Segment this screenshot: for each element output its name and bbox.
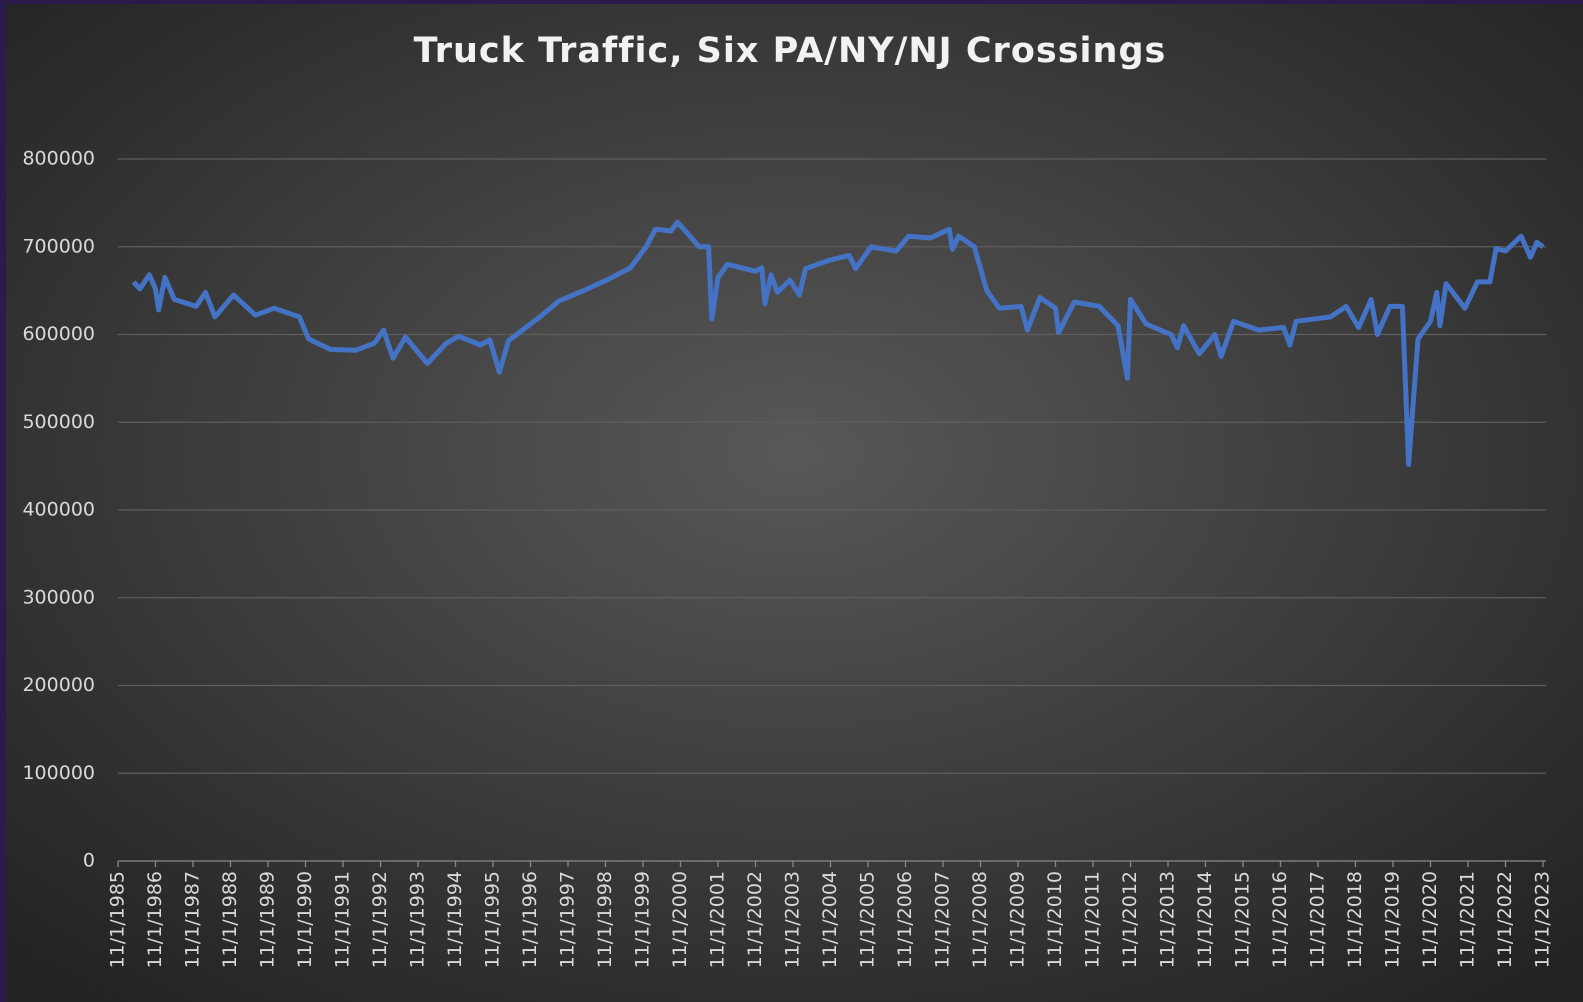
x-tick-label: 11/1/2006 (894, 871, 916, 968)
x-tick-label: 11/1/2017 (1307, 871, 1329, 968)
x-tick-label: 11/1/2015 (1232, 871, 1254, 968)
x-tick-label: 11/1/2001 (707, 871, 729, 968)
y-tick-label: 700000 (22, 235, 95, 257)
x-tick-label: 11/1/1991 (332, 871, 354, 968)
line-series (131, 219, 1545, 467)
x-tick-label: 11/1/1996 (519, 871, 541, 968)
x-tick-label: 11/1/2010 (1044, 871, 1066, 968)
x-tick-label: 11/1/2014 (1194, 871, 1216, 968)
y-tick-label: 0 (83, 850, 95, 872)
x-tick-label: 11/1/1993 (407, 871, 429, 968)
chart-title: Truck Traffic, Six PA/NY/NJ Crossings (414, 31, 1167, 71)
x-tick-label: 11/1/2012 (1119, 871, 1141, 968)
y-tick-label: 300000 (22, 586, 95, 608)
chart-background (6, 4, 1583, 1002)
y-tick-label: 500000 (22, 411, 95, 433)
x-tick-label: 11/1/2003 (782, 871, 804, 968)
x-tick-label: 11/1/1988 (219, 871, 241, 968)
x-tick-label: 11/1/2004 (819, 871, 841, 968)
x-tick-label: 11/1/2016 (1269, 871, 1291, 968)
y-tick-label: 200000 (22, 674, 95, 696)
x-tick-label: 11/1/1995 (482, 871, 504, 968)
x-tick-label: 11/1/2018 (1344, 871, 1366, 968)
x-tick-label: 11/1/2005 (857, 871, 879, 968)
x-tick-label: 11/1/2023 (1532, 871, 1554, 968)
x-tick-label: 11/1/2011 (1082, 871, 1104, 968)
y-tick-label: 800000 (22, 148, 95, 170)
y-tick-label: 400000 (22, 499, 95, 521)
x-tick-label: 11/1/2013 (1157, 871, 1179, 968)
x-tick-label: 11/1/1998 (594, 871, 616, 968)
x-tick-label: 11/1/2009 (1007, 871, 1029, 968)
x-tick-label: 11/1/1999 (632, 871, 654, 968)
x-tick-label: 11/1/1987 (182, 871, 204, 968)
x-tick-label: 11/1/2022 (1494, 871, 1516, 968)
x-tick-label: 11/1/2002 (744, 871, 766, 968)
x-tick-label: 11/1/2008 (969, 871, 991, 968)
x-tick-label: 11/1/1997 (557, 871, 579, 968)
x-tick-label: 11/1/1985 (107, 871, 129, 968)
x-tick-label: 11/1/2020 (1419, 871, 1441, 968)
x-tick-label: 11/1/1992 (369, 871, 391, 968)
y-tick-label: 100000 (22, 762, 95, 784)
x-tick-label: 11/1/2007 (932, 871, 954, 968)
x-tick-label: 11/1/1989 (257, 871, 279, 968)
x-tick-label: 11/1/1994 (444, 871, 466, 968)
x-tick-label: 11/1/2021 (1457, 871, 1479, 968)
x-tick-label: 11/1/1986 (144, 871, 166, 968)
x-tick-label: 11/1/2019 (1382, 871, 1404, 968)
x-tick-label: 11/1/1990 (294, 871, 316, 968)
y-tick-label: 600000 (22, 323, 95, 345)
x-tick-label: 11/1/2000 (669, 871, 691, 968)
